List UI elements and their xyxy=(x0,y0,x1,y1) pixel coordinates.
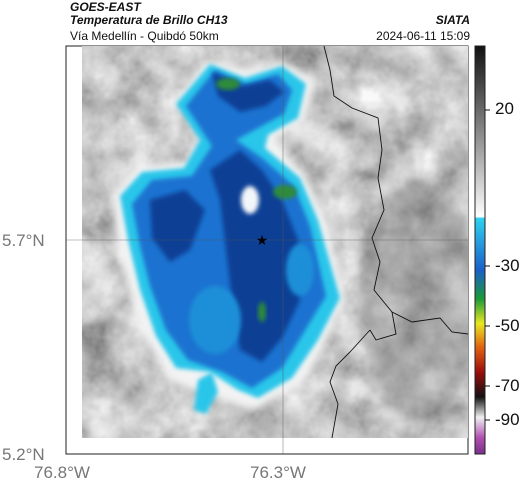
colorbar-tick-label: -70 xyxy=(495,376,520,395)
colorbar-tick-label: 20 xyxy=(495,99,514,118)
product-title: Temperatura de Brillo CH13 xyxy=(70,13,228,27)
cloud-deep xyxy=(210,150,300,362)
satellite-title: GOES-EAST xyxy=(70,0,141,14)
border-line xyxy=(329,329,371,438)
colorbar-tick-label: -50 xyxy=(495,316,520,335)
lon-tick-label: 76.8°W xyxy=(34,463,90,482)
institution-label: SIATA xyxy=(435,13,470,27)
border-line xyxy=(323,46,468,335)
colorbar-tick-label: -90 xyxy=(495,410,520,429)
cloud-cyan-tail xyxy=(194,372,218,414)
border-line xyxy=(369,311,397,341)
colorbar xyxy=(474,45,490,455)
lat-tick-label: 5.2°N xyxy=(2,445,45,464)
datetime-label: 2024-06-11 15:09 xyxy=(376,29,470,43)
region-subtitle: Vía Medellín - Quibdó 50km xyxy=(70,29,219,43)
star-icon: ★ xyxy=(256,232,269,248)
lat-tick-label: 5.7°N xyxy=(2,231,45,250)
colorbar-tick-label: -30 xyxy=(495,256,520,275)
lon-tick-label: 76.3°W xyxy=(250,463,306,482)
